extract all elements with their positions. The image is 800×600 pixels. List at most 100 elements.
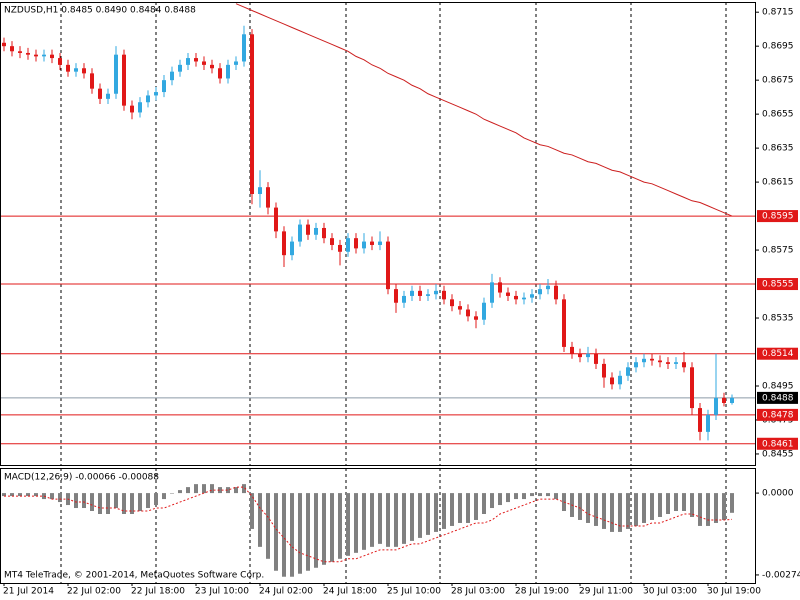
macd-bar xyxy=(298,493,302,574)
candle-body xyxy=(610,377,614,385)
macd-bar xyxy=(274,493,278,571)
macd-bar xyxy=(642,493,646,523)
candle-body xyxy=(474,316,478,320)
macd-bar xyxy=(386,493,390,547)
candle-body xyxy=(154,92,158,96)
candle-body xyxy=(658,360,662,363)
candle-body xyxy=(394,289,398,303)
macd-bar xyxy=(530,493,534,497)
price-label: 0.8488 xyxy=(762,393,794,403)
macd-bar xyxy=(306,493,310,571)
candle-body xyxy=(506,292,510,296)
macd-bar xyxy=(730,493,734,513)
y-tick-label: 0.8695 xyxy=(762,42,794,52)
candle-body xyxy=(50,54,54,59)
candle-body xyxy=(250,34,254,194)
macd-bar xyxy=(234,487,238,494)
candle-body xyxy=(146,95,150,103)
macd-bar xyxy=(394,493,398,547)
candle-body xyxy=(210,64,214,69)
macd-bar xyxy=(114,493,118,509)
candle-body xyxy=(74,68,78,72)
macd-bar xyxy=(610,493,614,532)
x-tick-label: 21 Jul 2014 xyxy=(3,587,54,597)
y-tick-label: -0.00274 xyxy=(762,570,800,580)
macd-bar xyxy=(714,493,718,523)
candle-body xyxy=(666,362,670,364)
candle-body xyxy=(698,408,702,432)
candle-body xyxy=(98,88,102,99)
macd-bar xyxy=(378,493,382,544)
level-label: 0.8595 xyxy=(762,212,794,222)
candle-body xyxy=(578,353,582,358)
candle-body xyxy=(514,295,518,300)
candle-body xyxy=(386,241,390,290)
macd-bar xyxy=(402,493,406,544)
candle-body xyxy=(186,58,190,65)
footer: MT4 TeleTrade, © 2001-2014, MetaQuotes S… xyxy=(4,571,264,581)
macd-bar xyxy=(602,493,606,529)
macd-bar xyxy=(58,493,62,503)
signal-line xyxy=(4,486,733,563)
level-label-bg xyxy=(757,347,798,360)
candle-body xyxy=(370,241,374,245)
y-tick-label: 0.8495 xyxy=(762,381,794,391)
candle-body xyxy=(234,61,238,65)
macd-bar xyxy=(50,493,54,500)
candle-body xyxy=(170,71,174,81)
macd-bar xyxy=(674,493,678,512)
y-tick-label: 0.8635 xyxy=(762,144,794,154)
y-tick-label: 0.8575 xyxy=(762,246,794,256)
candle-body xyxy=(362,241,366,249)
macd-bar xyxy=(314,493,318,568)
indicator-title: MACD(12,26,9) -0.00066 -0.00088 xyxy=(4,473,159,483)
x-tick-label: 22 Jul 02:00 xyxy=(67,587,121,597)
macd-bar xyxy=(2,493,6,497)
candle-body xyxy=(226,64,230,79)
candle-body xyxy=(138,102,142,113)
candle-body xyxy=(618,375,622,385)
macd-bar xyxy=(434,493,438,532)
candle-body xyxy=(282,231,286,256)
candle-body xyxy=(490,282,494,303)
macd-bar xyxy=(186,487,190,494)
candle-body xyxy=(2,42,6,47)
candle-body xyxy=(298,224,302,242)
y-tick-label: 0.0000 xyxy=(762,489,794,499)
candle-body xyxy=(730,397,734,403)
macd-bar xyxy=(210,484,214,494)
candle-body xyxy=(258,187,262,194)
macd-bar xyxy=(282,493,286,577)
candle-body xyxy=(626,367,630,376)
macd-bar xyxy=(10,493,14,497)
candle-body xyxy=(354,238,358,249)
candle-body xyxy=(274,207,278,232)
macd-bar xyxy=(178,490,182,494)
macd-bar xyxy=(226,487,230,494)
candle-body xyxy=(594,353,598,364)
candle-body xyxy=(378,241,382,245)
y-tick-label: 0.8655 xyxy=(762,110,794,120)
macd-bar xyxy=(122,493,126,514)
macd-bar xyxy=(194,484,198,494)
macd-bar xyxy=(586,493,590,523)
macd-bar xyxy=(130,493,134,514)
macd-bar xyxy=(74,493,78,509)
level-label-bg xyxy=(757,210,798,223)
candle-body xyxy=(338,244,342,252)
candle-body xyxy=(434,290,438,295)
level-label-bg xyxy=(757,408,798,421)
macd-bar xyxy=(322,493,326,565)
candle-body xyxy=(706,414,710,432)
macd-bar xyxy=(338,493,342,559)
macd-bar xyxy=(218,487,222,494)
macd-bar xyxy=(666,493,670,514)
macd-bar xyxy=(346,493,350,556)
macd-bar xyxy=(618,493,622,532)
x-tick-label: 24 Jul 02:00 xyxy=(259,587,313,597)
y-tick-label: 0.8535 xyxy=(762,314,794,324)
candle-body xyxy=(466,309,470,317)
candle-body xyxy=(602,363,606,378)
moving-average xyxy=(235,3,733,217)
macd-bar xyxy=(98,493,102,514)
